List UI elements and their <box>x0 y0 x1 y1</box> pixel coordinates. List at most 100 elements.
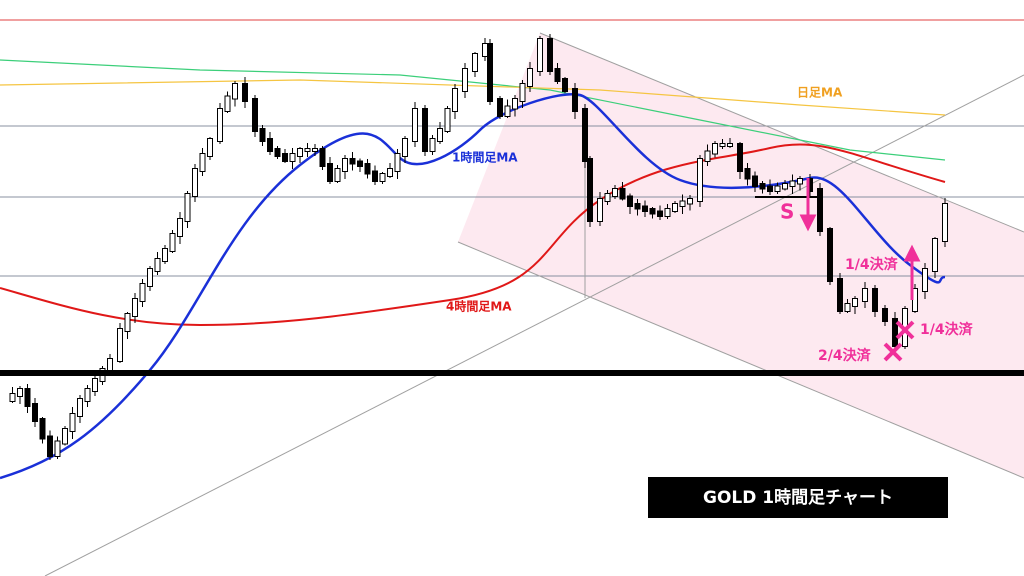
candle-body <box>9 393 16 402</box>
candle-body <box>47 435 53 457</box>
ma-4h <box>0 143 946 327</box>
candle-body <box>827 228 833 282</box>
candle-body <box>184 193 191 222</box>
candle-body <box>789 180 796 187</box>
candle-body <box>922 268 928 292</box>
chart-title: GOLD 1時間足チャート <box>703 487 893 508</box>
candle-body <box>482 43 488 57</box>
candle-body <box>452 88 458 112</box>
candle-body <box>737 143 743 172</box>
x-mark <box>883 342 903 362</box>
candle-body <box>402 138 408 157</box>
candle-body <box>444 108 451 132</box>
candle-body <box>232 83 238 100</box>
title-box <box>648 477 948 518</box>
candle-body <box>274 148 281 157</box>
candle-body <box>312 148 318 152</box>
candle-body <box>744 168 751 180</box>
candle-body <box>487 43 493 102</box>
candle-body <box>289 153 296 162</box>
candle-body <box>697 158 703 202</box>
candle-body <box>364 163 371 175</box>
candle-body <box>767 185 773 192</box>
ma-daily <box>0 79 946 116</box>
candle-body <box>224 95 231 112</box>
candle-body <box>24 388 31 407</box>
candle-body <box>627 195 633 207</box>
candle-body <box>554 68 561 82</box>
candle-body <box>752 175 758 187</box>
candle-body <box>882 308 888 322</box>
candle-body <box>304 148 311 152</box>
candle-body <box>422 108 428 152</box>
candle-body <box>634 203 641 210</box>
candle-body <box>282 153 288 162</box>
candle-body <box>217 108 223 142</box>
candle-body <box>334 168 341 182</box>
arrow-head <box>799 214 817 232</box>
candle-body <box>192 168 198 197</box>
candle-body <box>147 268 153 287</box>
candle-body <box>604 193 611 202</box>
candle-body <box>32 403 38 422</box>
label-daily-ma: 日足MA <box>797 86 843 100</box>
candle-body <box>619 188 626 200</box>
candle-body <box>69 413 76 432</box>
channel-area <box>458 33 1024 478</box>
arrow-head <box>903 244 921 262</box>
candle-body <box>267 138 273 152</box>
markers <box>799 178 921 362</box>
candle-body <box>169 233 176 252</box>
candle-body <box>437 128 443 142</box>
x-mark <box>895 320 915 340</box>
channel-line <box>539 32 1024 233</box>
candle-body <box>612 188 618 197</box>
ma-green <box>0 59 946 161</box>
label-settle: 2/4決済 <box>818 347 872 364</box>
candle-body <box>519 83 526 102</box>
candle-body <box>727 143 733 147</box>
candle-body <box>357 160 363 167</box>
candle-body <box>17 388 23 397</box>
candle-body <box>54 440 61 457</box>
candle-body <box>372 170 378 182</box>
candle-body <box>797 178 803 185</box>
candle-body <box>207 138 213 157</box>
candle-body <box>712 143 718 155</box>
candle-body <box>837 278 843 312</box>
candle-body <box>562 78 568 92</box>
candle-body <box>319 148 326 167</box>
candle-body <box>817 188 823 232</box>
candle-body <box>394 153 401 172</box>
ma-1h <box>0 92 946 480</box>
candle-body <box>177 218 183 237</box>
candle-body <box>572 88 578 112</box>
candle-body <box>199 153 206 172</box>
candle-body <box>704 150 711 162</box>
candle-body <box>342 158 348 172</box>
candle-body <box>497 98 503 117</box>
candle-body <box>349 158 356 165</box>
label-settle: 1/4決済 <box>845 256 899 273</box>
candle-body <box>719 143 726 147</box>
candle-body <box>642 205 648 212</box>
candle-body <box>139 283 146 302</box>
candle-body <box>664 208 671 217</box>
candle-body <box>657 210 663 217</box>
candle-body <box>84 388 91 402</box>
candle-body <box>117 328 123 362</box>
candle-body <box>852 298 858 307</box>
candle-body <box>412 108 418 142</box>
candle-body <box>774 185 781 192</box>
candle-body <box>932 238 938 272</box>
candle-body <box>892 318 898 347</box>
candle-body <box>649 208 656 215</box>
channel-line <box>457 241 1024 479</box>
candle-body <box>472 53 478 72</box>
label-1h-ma: 1時間足MA <box>452 150 518 165</box>
candle-body <box>687 198 693 205</box>
candle-body <box>379 173 386 182</box>
candle-body <box>527 68 533 87</box>
candle-body <box>844 303 851 312</box>
label-4h-ma: 4時間足MA <box>446 299 512 314</box>
